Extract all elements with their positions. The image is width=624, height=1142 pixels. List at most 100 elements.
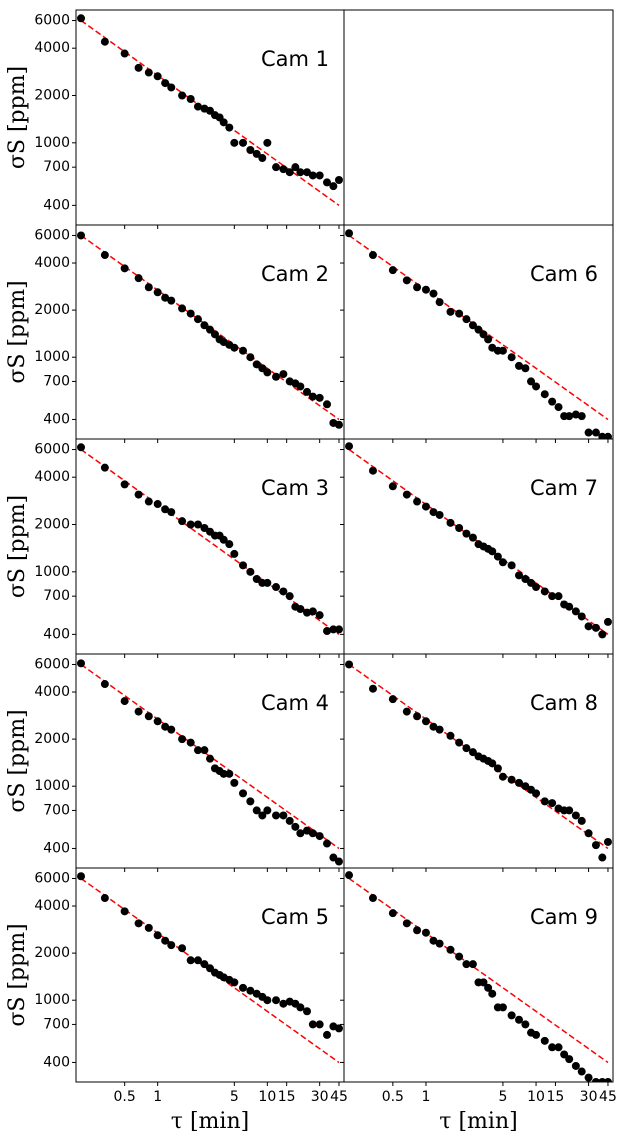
y-tick-label: 2000 <box>34 945 70 961</box>
data-point <box>219 535 228 544</box>
data-point <box>120 697 129 706</box>
y-tick-label: 6000 <box>34 13 70 29</box>
data-point <box>77 14 86 23</box>
y-tick-label: 700 <box>43 802 70 818</box>
data-point <box>532 583 541 592</box>
data-point <box>279 811 288 820</box>
data-point <box>498 346 507 355</box>
data-point <box>446 945 455 954</box>
y-tick-label: 400 <box>43 626 70 642</box>
data-point <box>402 490 411 499</box>
plot-area <box>345 660 612 862</box>
data-point <box>388 909 397 918</box>
data-point <box>571 1061 580 1070</box>
data-point <box>484 983 493 992</box>
data-point <box>571 607 580 616</box>
y-tick-label: 400 <box>43 411 70 427</box>
data-point <box>603 837 612 846</box>
data-point <box>144 497 153 506</box>
data-point <box>468 533 477 542</box>
y-tick-label: 1000 <box>34 564 70 580</box>
data-point <box>167 296 176 305</box>
y-tick-label: 700 <box>43 1016 70 1032</box>
data-point <box>225 540 234 549</box>
panel: 400 700 1000 2000 4000 6000 σS [ppm] Cam 1 <box>5 9 345 229</box>
data-point <box>345 871 354 880</box>
data-point <box>334 176 343 185</box>
data-point <box>515 361 524 370</box>
data-point <box>291 163 300 172</box>
data-point <box>303 168 312 177</box>
data-point <box>120 49 129 58</box>
data-point <box>446 731 455 740</box>
data-point <box>598 630 607 639</box>
data-point <box>584 622 593 631</box>
x-tick-label: 5 <box>230 1089 239 1105</box>
data-point <box>591 841 600 850</box>
data-point <box>230 138 239 147</box>
data-point <box>153 288 162 297</box>
data-point <box>413 497 422 506</box>
data-point <box>368 894 377 903</box>
data-point <box>515 1015 524 1024</box>
panel: 0.5 1 5 10 15 30 45τ [min]Cam 9 <box>340 867 617 1134</box>
panel-title: Cam 6 <box>530 262 598 286</box>
data-point <box>178 735 187 744</box>
data-point <box>368 466 377 475</box>
data-point <box>323 1030 332 1039</box>
data-point <box>488 547 497 556</box>
panel-title: Cam 9 <box>530 905 598 929</box>
data-point <box>462 315 471 324</box>
data-point <box>230 549 239 558</box>
x-tick-label: 1 <box>422 1089 431 1105</box>
data-point <box>315 611 324 620</box>
data-point <box>134 707 143 716</box>
data-point <box>219 769 228 778</box>
data-point <box>479 978 488 987</box>
data-point <box>521 364 530 373</box>
x-tick-label: 15 <box>547 1089 565 1105</box>
y-tick-label: 700 <box>43 588 70 604</box>
data-point <box>540 797 549 806</box>
panel-frame <box>75 867 345 1083</box>
data-point <box>186 95 195 104</box>
data-point <box>100 37 109 46</box>
data-point <box>565 602 574 611</box>
y-tick-label: 400 <box>43 840 70 856</box>
data-point <box>308 392 317 401</box>
data-point <box>246 797 255 806</box>
data-point <box>577 412 586 421</box>
data-point <box>272 163 281 172</box>
x-tick-label: 10 <box>258 1089 276 1105</box>
data-point <box>554 403 563 412</box>
data-point <box>603 617 612 626</box>
empty-panel <box>343 9 614 226</box>
plot-area <box>345 871 612 1082</box>
data-point <box>279 587 288 596</box>
data-point <box>144 923 153 932</box>
data-point <box>153 72 162 81</box>
data-point <box>225 123 234 132</box>
data-point <box>577 816 586 825</box>
y-tick-label: 6000 <box>34 442 70 458</box>
data-point <box>507 353 516 362</box>
panel-frame <box>343 867 614 1083</box>
data-point <box>429 289 438 298</box>
data-point <box>153 500 162 509</box>
data-point <box>540 390 549 399</box>
data-point <box>100 251 109 260</box>
panel-title: Cam 1 <box>261 47 329 71</box>
data-point <box>161 936 170 945</box>
data-point <box>272 583 281 592</box>
data-point <box>308 1020 317 1029</box>
data-point <box>584 829 593 838</box>
x-tick-label: 0.5 <box>114 1089 136 1105</box>
data-point <box>323 839 332 848</box>
data-point <box>521 575 530 584</box>
data-point <box>334 857 343 866</box>
data-point <box>540 1036 549 1045</box>
y-tick-label: 2000 <box>34 731 70 747</box>
data-point <box>315 171 324 180</box>
data-point <box>219 118 228 127</box>
data-point <box>435 510 444 519</box>
